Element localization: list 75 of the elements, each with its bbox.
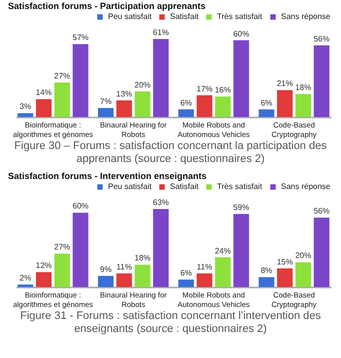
data-label: 15% (276, 257, 293, 266)
data-label: 61% (152, 28, 169, 37)
data-label: 56% (314, 34, 330, 44)
data-label: 7% (100, 97, 112, 106)
bar (18, 113, 34, 117)
bar (196, 95, 212, 117)
bar (178, 109, 194, 117)
bar (295, 94, 312, 117)
legend-label: Satisfait (170, 12, 200, 21)
legend-label: Peu satisfait (108, 12, 152, 21)
legend-label: Sans réponse (281, 182, 331, 191)
bar (54, 254, 70, 287)
legend-label: Très satisfait (217, 12, 263, 21)
bar (54, 82, 70, 117)
data-label: 11% (116, 262, 132, 272)
bar (258, 277, 274, 287)
bar (116, 100, 132, 117)
legend-label: Satisfait (170, 182, 200, 191)
bar (134, 91, 150, 117)
bar (215, 257, 231, 287)
data-label: 12% (36, 261, 52, 270)
bar (314, 45, 330, 117)
data-label: 56% (314, 206, 330, 216)
caption: Figure 30 – Forums : satisfaction concernant la participation des apprenants (source : questionnaires 2) (13, 140, 328, 167)
bar (258, 109, 274, 117)
data-label: 57% (72, 33, 89, 42)
data-label: 6% (180, 98, 192, 108)
bar (196, 273, 212, 287)
bar (36, 99, 52, 117)
data-label: 16% (214, 86, 231, 95)
data-label: 3% (20, 102, 32, 112)
legend-label: Très satisfait (217, 182, 263, 191)
chart-title: Satisfaction forums - Intervention enseignants (8, 171, 207, 181)
bar (98, 108, 114, 117)
bar (36, 272, 52, 287)
data-label: 20% (134, 80, 151, 90)
data-label: 6% (260, 98, 272, 108)
data-label: 60% (72, 202, 89, 211)
bar (277, 268, 293, 287)
bar (72, 44, 88, 117)
data-label: 8% (260, 266, 272, 276)
data-label: 6% (180, 268, 192, 278)
bar (72, 212, 88, 287)
bar (134, 264, 150, 287)
bar (233, 214, 250, 287)
legend-label: Peu satisfait (108, 182, 152, 191)
data-label: 17% (196, 84, 213, 94)
bar (314, 218, 330, 287)
data-label: 18% (134, 254, 151, 263)
bar (277, 90, 293, 117)
legend-label: Sans réponse (281, 12, 331, 21)
data-label: 27% (54, 242, 70, 252)
data-label: 13% (116, 89, 132, 98)
bar (215, 96, 231, 117)
data-label: 60% (233, 29, 250, 38)
bar (178, 280, 194, 287)
chart-title: Satisfaction forums - Participation apprenants (8, 1, 206, 11)
data-label: 21% (276, 79, 293, 88)
data-label: 11% (196, 262, 212, 272)
data-label: 20% (295, 251, 312, 260)
data-label: 59% (233, 202, 250, 212)
bar (233, 40, 250, 117)
data-label: 27% (54, 71, 70, 80)
bar (116, 273, 132, 287)
data-label: 9% (100, 264, 112, 274)
caption: Figure 31 - Forums : satisfaction concernant l’intervention des enseignants (source : questionnaires 2) (19, 310, 322, 337)
data-label: 63% (152, 198, 169, 207)
data-label: 18% (295, 82, 312, 92)
data-label: 14% (36, 88, 52, 98)
data-label: 24% (214, 246, 231, 256)
bar (98, 276, 114, 287)
bar (153, 39, 169, 117)
bar (153, 209, 169, 287)
bar (295, 262, 312, 287)
data-label: 2% (20, 274, 32, 283)
